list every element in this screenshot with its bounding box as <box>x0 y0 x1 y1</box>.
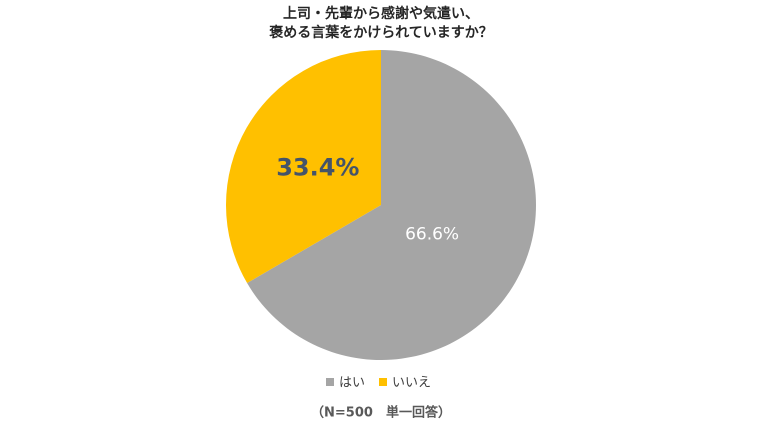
data-label: 33.4% <box>276 154 359 182</box>
chart-note: （N=500 単一回答） <box>311 405 451 421</box>
legend-swatch <box>379 378 387 386</box>
chart-title: 上司・先輩から感謝や気遣い、 <box>283 5 479 22</box>
legend-label: はい <box>339 376 365 391</box>
data-label: 66.6% <box>405 224 459 244</box>
legend-label: いいえ <box>392 376 431 391</box>
pie-slice <box>247 50 536 360</box>
chart-title: 褒める言葉をかけられていますか？ <box>268 24 493 41</box>
pie-slice <box>226 50 381 284</box>
legend-swatch <box>326 378 334 386</box>
